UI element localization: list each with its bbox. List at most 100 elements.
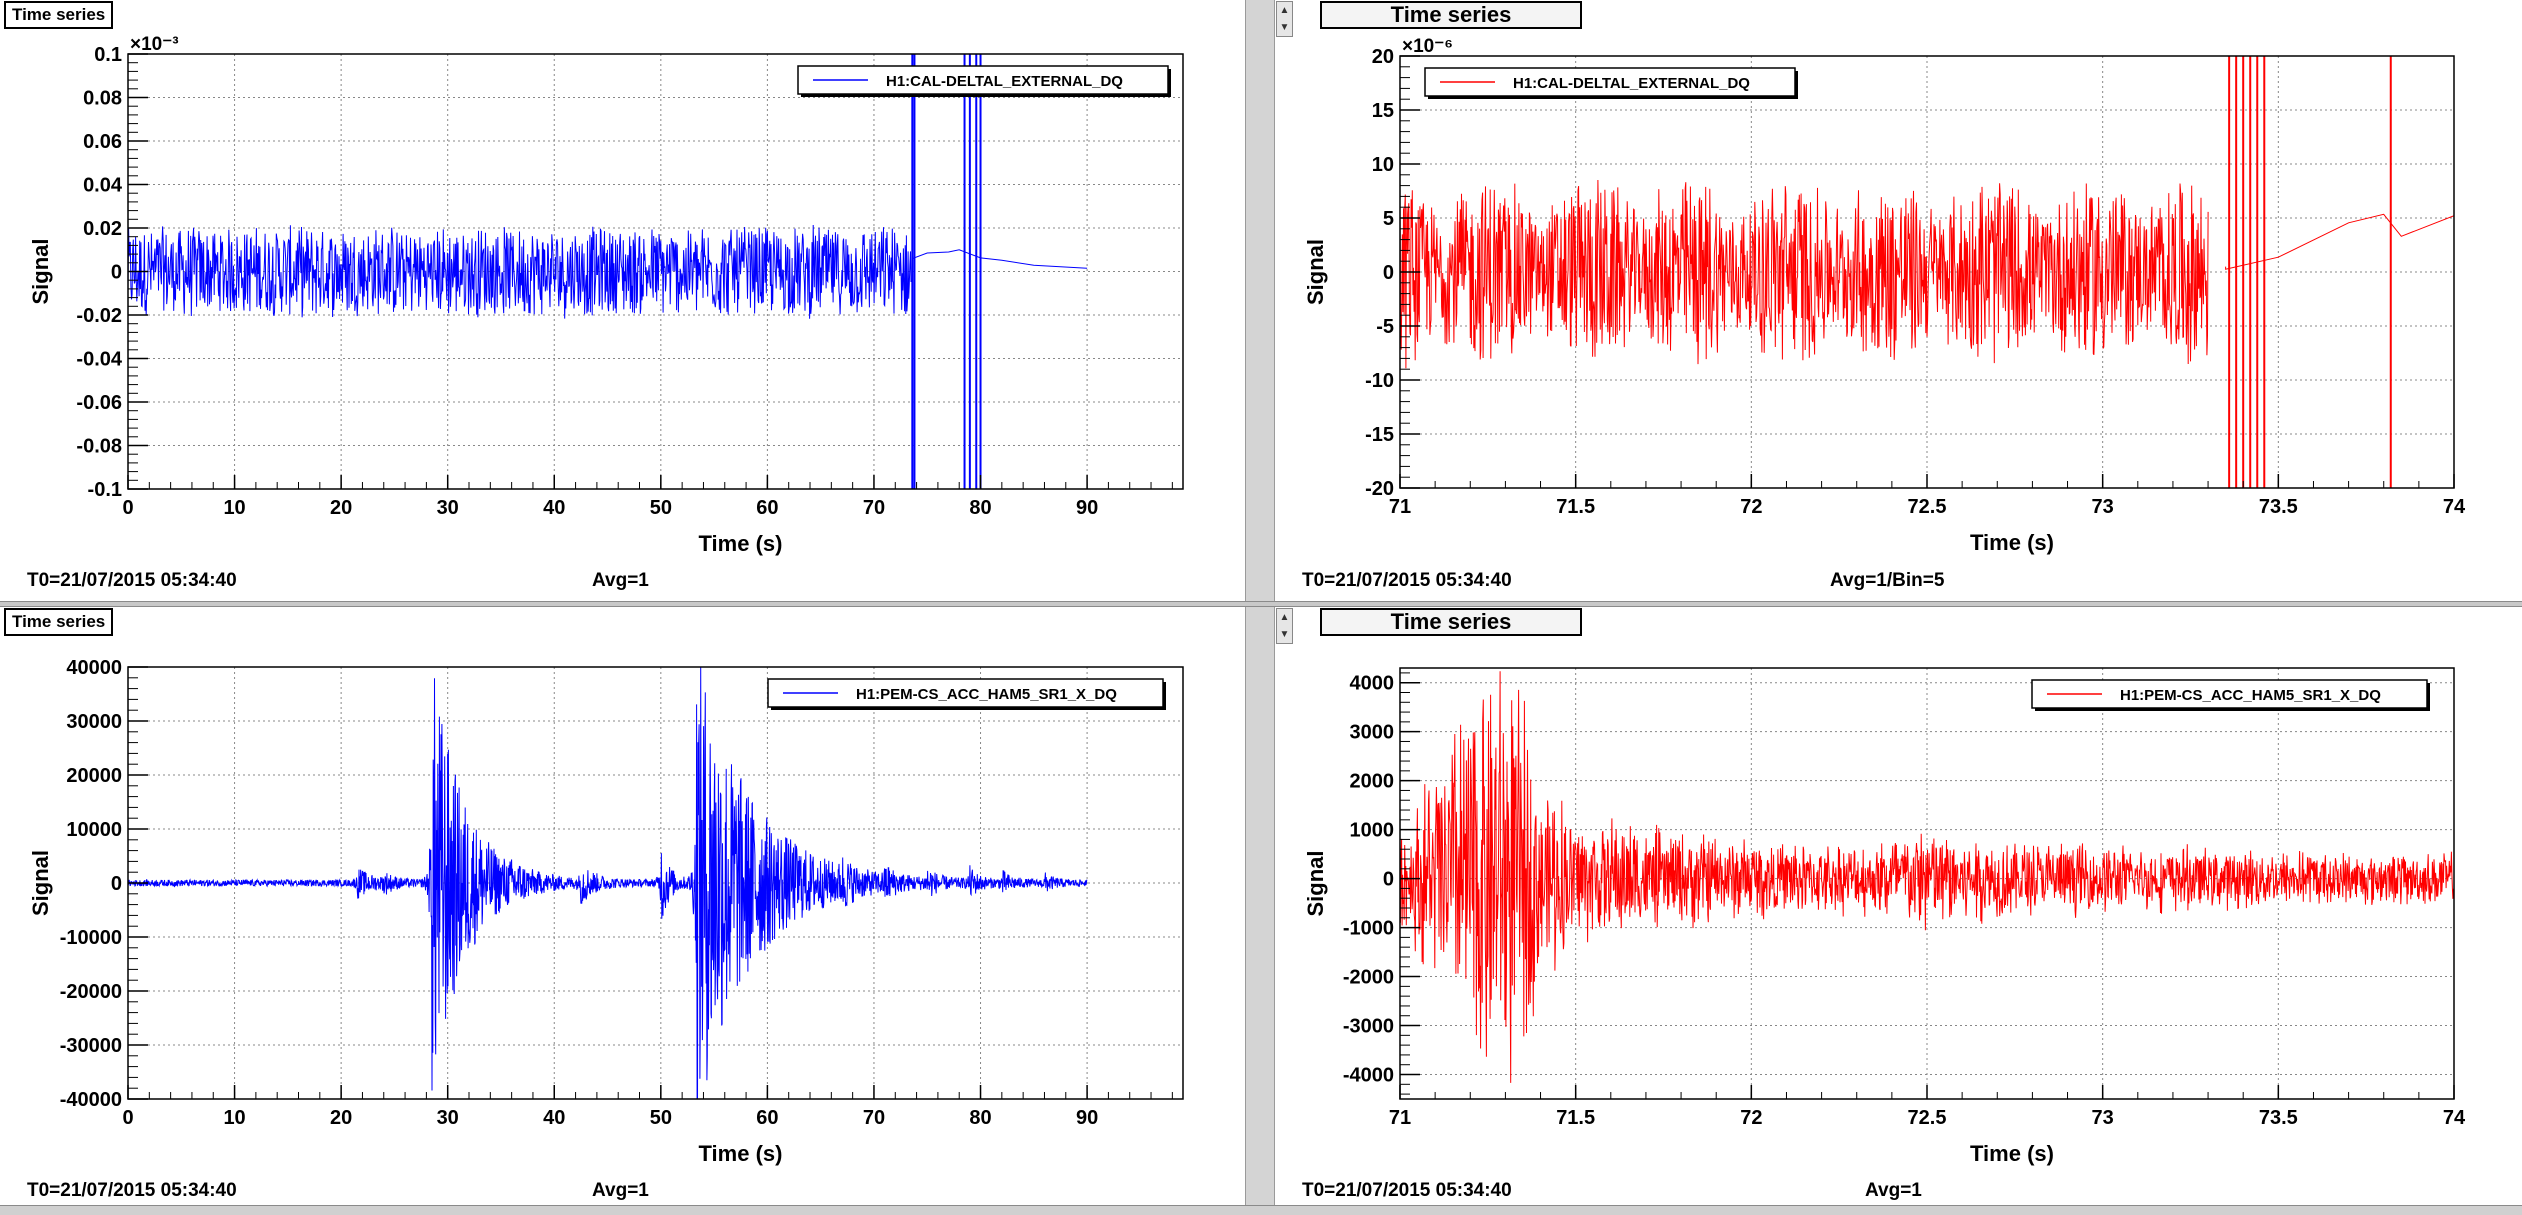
panel-scroll-arrows[interactable]: ▲ ▼ [1276, 1, 1293, 37]
chart-bottom-right: 71 71.5 72 72.5 73 73.5 74 -4000 -3000 -2000 -1000… [1303, 667, 2466, 1166]
y-tick-label: 2000 [1350, 771, 1395, 793]
y-tick-label: 0.02 [83, 218, 122, 240]
x-tick-label: 20 [330, 497, 352, 519]
y-tick-label: 20 [1372, 46, 1394, 68]
x-tick-label: 70 [863, 497, 885, 519]
y-tick-label: -0.1 [88, 479, 122, 501]
panel-top-right: ▲ ▼ Time series 71 71.5 72 72.5 73 73.5 74 -20 -1… [1275, 0, 2522, 601]
y-exponent-label: ×10⁻³ [130, 34, 179, 55]
y-tick-label: 20000 [66, 765, 122, 787]
data-trace [1400, 671, 2454, 1083]
x-tick-label: 72 [1740, 1107, 1762, 1129]
y-tick-label: -10 [1365, 370, 1394, 392]
up-arrow-icon[interactable]: ▲ [1279, 5, 1290, 16]
x-tick-label: 10 [223, 1107, 245, 1129]
x-tick-label: 72.5 [1908, 1107, 1947, 1129]
y-tick-label: 0.08 [83, 88, 122, 110]
x-tick-label: 10 [223, 497, 245, 519]
time-series-tab-button[interactable]: Time series [1320, 608, 1582, 636]
y-tick-label: 40000 [66, 657, 122, 679]
x-tick-label: 80 [969, 497, 991, 519]
x-axis-label: Time (s) [699, 1141, 783, 1166]
y-tick-label: -20000 [60, 981, 122, 1003]
x-tick-label: 71 [1389, 1107, 1411, 1129]
panel-bottom-right: ▲ ▼ Time series 71 71.5 72 72.5 73 73.5 74 -4000… [1275, 607, 2522, 1205]
panel-scroll-arrows[interactable]: ▲ ▼ [1276, 608, 1293, 644]
x-tick-label: 50 [650, 497, 672, 519]
y-tick-label: 10 [1372, 154, 1394, 176]
y-tick-label: -0.06 [76, 392, 122, 414]
y-tick-label: 0 [1383, 869, 1394, 891]
y-tick-label: 0.06 [83, 131, 122, 153]
legend-label: H1:CAL-DELTAL_EXTERNAL_DQ [1513, 75, 1750, 92]
x-tick-label: 71.5 [1556, 1107, 1595, 1129]
y-axis-label: Signal [28, 850, 53, 916]
y-tick-label: 4000 [1350, 673, 1395, 695]
signal-line [1400, 179, 2454, 369]
y-tick-label: 0.1 [94, 44, 122, 66]
x-tick-label: 30 [437, 497, 459, 519]
horizontal-splitter[interactable] [0, 601, 2522, 607]
t0-label: T0=21/07/2015 05:34:40 [27, 1180, 237, 1201]
x-axis-label: Time (s) [1970, 1141, 2054, 1166]
y-tick-label: -10000 [60, 927, 122, 949]
legend-label: H1:PEM-CS_ACC_HAM5_SR1_X_DQ [2120, 687, 2381, 704]
y-tick-label: -30000 [60, 1035, 122, 1057]
signal-line [128, 667, 1088, 1099]
x-tick-label: 50 [650, 1107, 672, 1129]
time-series-tab-button[interactable]: Time series [4, 608, 114, 636]
signal-line [128, 224, 1088, 319]
legend-label: H1:CAL-DELTAL_EXTERNAL_DQ [886, 73, 1123, 90]
vertical-splitter[interactable] [1245, 0, 1275, 1215]
y-tick-label: 10000 [66, 819, 122, 841]
y-tick-label: -40000 [60, 1089, 122, 1111]
y-tick-label: 0 [1383, 262, 1394, 284]
x-tick-label: 73 [2092, 496, 2114, 518]
y-tick-label: 1000 [1350, 820, 1395, 842]
y-tick-label: 0.04 [83, 175, 123, 197]
y-tick-label: -0.04 [76, 349, 122, 371]
x-tick-label: 70 [863, 1107, 885, 1129]
x-axis-label: Time (s) [699, 531, 783, 556]
x-tick-label: 90 [1076, 497, 1098, 519]
x-tick-label: 60 [756, 497, 778, 519]
y-tick-label: 0 [111, 262, 122, 284]
avg-label: Avg=1 [1865, 1180, 1922, 1201]
x-tick-label: 73.5 [2259, 1107, 2298, 1129]
x-tick-label: 30 [437, 1107, 459, 1129]
x-tick-label: 73.5 [2259, 496, 2298, 518]
chart-top-right: 71 71.5 72 72.5 73 73.5 74 -20 -15 -10 -5 0 5 10 15 20 T… [1303, 36, 2466, 555]
x-tick-label: 40 [543, 1107, 565, 1129]
y-axis-label: Signal [1303, 850, 1328, 916]
status-strip [0, 1205, 2522, 1215]
y-tick-label: -2000 [1343, 967, 1394, 989]
y-tick-label: -15 [1365, 424, 1394, 446]
x-tick-label: 60 [756, 1107, 778, 1129]
time-series-tab-button[interactable]: Time series [1320, 1, 1582, 29]
y-tick-label: -5 [1376, 316, 1394, 338]
x-tick-label: 40 [543, 497, 565, 519]
x-tick-label: 20 [330, 1107, 352, 1129]
x-tick-label: 74 [2443, 496, 2466, 518]
down-arrow-icon[interactable]: ▼ [1279, 629, 1290, 640]
time-series-tab-button[interactable]: Time series [4, 1, 114, 29]
panel-bottom-left: Time series 0 10 20 30 40 50 60 70 80 90 -40000 -30… [0, 607, 1245, 1205]
avg-label: Avg=1 [592, 1180, 649, 1201]
y-tick-label: -20 [1365, 478, 1394, 500]
panel-top-left: Time series 0 10 20 30 40 50 60 70 80 90 -0.1 -0.08… [0, 0, 1245, 601]
x-tick-label: 71 [1389, 496, 1411, 518]
down-arrow-icon[interactable]: ▼ [1279, 22, 1290, 33]
chart-top-left: 0 10 20 30 40 50 60 70 80 90 -0.1 -0.08 -0.06 -0.04 -0… [28, 34, 1184, 556]
y-tick-label: 3000 [1350, 722, 1395, 744]
x-tick-label: 72.5 [1908, 496, 1947, 518]
avg-label: Avg=1/Bin=5 [1830, 570, 1945, 591]
y-tick-label: -0.08 [76, 436, 122, 458]
y-exponent-label: ×10⁻⁶ [1402, 36, 1453, 57]
y-tick-label: 30000 [66, 711, 122, 733]
y-axis-label: Signal [28, 238, 53, 304]
up-arrow-icon[interactable]: ▲ [1279, 612, 1290, 623]
x-tick-label: 0 [122, 497, 133, 519]
y-tick-label: -0.02 [76, 305, 122, 327]
y-axis-label: Signal [1303, 239, 1328, 305]
signal-line [1400, 671, 2454, 1083]
